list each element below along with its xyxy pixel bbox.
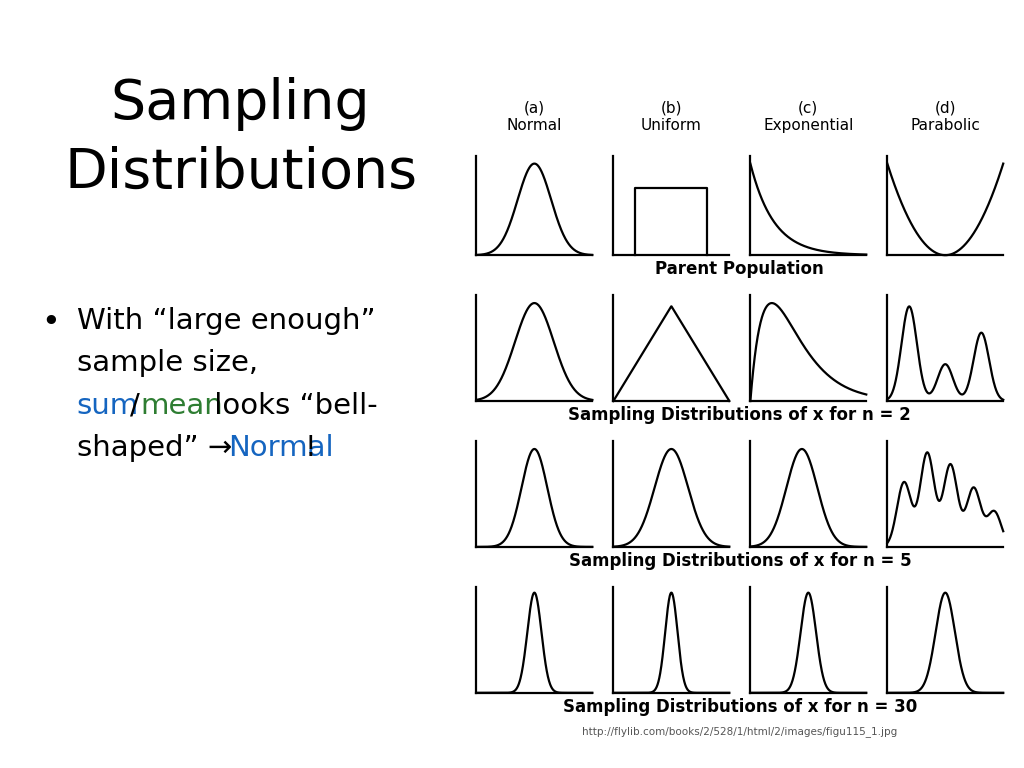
Text: Sampling Distributions of x for n = 30: Sampling Distributions of x for n = 30 xyxy=(563,697,916,716)
Text: sample size,: sample size, xyxy=(77,349,258,377)
Text: /: / xyxy=(130,392,140,419)
Text: mean: mean xyxy=(140,392,223,419)
Text: (a)
Normal: (a) Normal xyxy=(507,101,562,134)
Text: Sampling: Sampling xyxy=(111,77,371,131)
Text: (b)
Uniform: (b) Uniform xyxy=(641,101,701,134)
Text: Normal: Normal xyxy=(228,434,334,462)
Text: (d)
Parabolic: (d) Parabolic xyxy=(910,101,980,134)
Text: •: • xyxy=(41,307,59,338)
Text: With “large enough”: With “large enough” xyxy=(77,307,376,335)
Text: !: ! xyxy=(304,434,315,462)
Text: shaped” →: shaped” → xyxy=(77,434,242,462)
Text: sum: sum xyxy=(77,392,139,419)
Text: Distributions: Distributions xyxy=(65,146,417,200)
Text: (c)
Exponential: (c) Exponential xyxy=(763,101,854,134)
Text: looks “bell-: looks “bell- xyxy=(205,392,378,419)
Text: http://flylib.com/books/2/528/1/html/2/images/figu115_1.jpg: http://flylib.com/books/2/528/1/html/2/i… xyxy=(583,726,897,737)
Text: Sampling Distributions of x for n = 2: Sampling Distributions of x for n = 2 xyxy=(568,406,911,424)
Text: Sampling Distributions of x for n = 5: Sampling Distributions of x for n = 5 xyxy=(568,551,911,570)
Text: Parent Population: Parent Population xyxy=(655,260,824,278)
